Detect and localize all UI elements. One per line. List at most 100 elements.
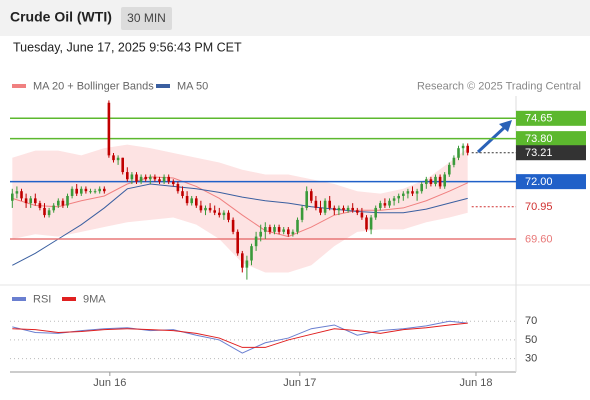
candle-body xyxy=(264,227,267,232)
legend-swatch xyxy=(12,297,26,301)
candle-body xyxy=(185,195,189,204)
candle-body xyxy=(300,207,304,220)
timestamp: Tuesday, June 17, 2025 9:56:43 PM CET xyxy=(13,40,242,54)
candle-body xyxy=(11,193,14,201)
forecast-arrow-head xyxy=(499,120,512,132)
y-tick-label: 50 xyxy=(525,334,537,346)
level-box xyxy=(516,110,586,126)
ma-line xyxy=(12,183,468,266)
candle-body xyxy=(144,176,147,180)
candle-body xyxy=(57,200,60,206)
legend-label: MA 20 + Bollinger Bands xyxy=(33,80,154,92)
candle-body xyxy=(305,191,308,208)
candle-body xyxy=(153,176,157,180)
candle-body xyxy=(411,191,414,194)
candle-body xyxy=(162,176,166,182)
candle-body xyxy=(448,164,451,175)
candle-body xyxy=(167,176,170,182)
ma-line xyxy=(12,176,468,238)
candle-body xyxy=(107,102,111,156)
candle-body xyxy=(70,188,74,196)
indicator-line xyxy=(12,320,468,354)
level-label: 69.60 xyxy=(525,233,553,245)
candle-body xyxy=(291,231,295,235)
level-label: 70.95 xyxy=(525,201,553,213)
level-label: 74.65 xyxy=(525,113,553,125)
candle-body xyxy=(328,200,331,208)
candle-body xyxy=(415,191,419,194)
source-note: Research © 2025 Trading Central xyxy=(417,80,581,92)
candle-body xyxy=(342,207,345,211)
candle-body xyxy=(443,174,446,187)
candle-body xyxy=(231,219,235,232)
candle-body xyxy=(365,217,368,230)
candle-body xyxy=(116,157,120,161)
candle-body xyxy=(139,176,143,182)
candle-body xyxy=(112,155,115,161)
candle-body xyxy=(61,200,65,206)
x-tick-label: Jun 16 xyxy=(93,377,126,389)
candle-body xyxy=(250,246,253,261)
level-box xyxy=(516,145,586,161)
candle-body xyxy=(351,207,354,211)
candle-body xyxy=(208,207,212,211)
candle-body xyxy=(369,217,373,230)
y-tick-label: 70 xyxy=(525,315,537,327)
candle-body xyxy=(406,191,410,194)
candle-body xyxy=(89,191,92,193)
candle-body xyxy=(29,198,32,204)
x-tick-label: Jun 18 xyxy=(459,377,492,389)
candle-body xyxy=(213,210,216,213)
y-tick-label: 30 xyxy=(525,353,537,365)
candle-body xyxy=(98,188,101,192)
candle-body xyxy=(135,174,138,182)
candle-body xyxy=(452,157,456,165)
candle-body xyxy=(310,191,313,201)
candle-body xyxy=(379,203,382,208)
candle-body xyxy=(158,179,161,182)
level-label: 73.21 xyxy=(525,147,553,159)
candle-body xyxy=(434,176,437,185)
candle-body xyxy=(15,191,19,194)
x-tick-label: Jun 17 xyxy=(283,377,316,389)
candle-body xyxy=(287,229,290,235)
candle-body xyxy=(429,179,433,185)
candle-body xyxy=(66,195,69,206)
candle-body xyxy=(273,227,276,232)
candle-body xyxy=(388,200,391,206)
candle-body xyxy=(314,200,318,208)
candle-body xyxy=(43,207,46,216)
candle-body xyxy=(20,191,23,199)
timeframe-box xyxy=(121,7,172,30)
candle-body xyxy=(268,227,272,232)
legend-label: RSI xyxy=(33,293,51,305)
candle-body xyxy=(103,188,106,192)
level-label: 73.80 xyxy=(525,133,553,145)
candle-body xyxy=(383,203,387,206)
level-box xyxy=(516,174,586,190)
candle-body xyxy=(52,205,55,211)
candle-body xyxy=(397,195,400,199)
candle-body xyxy=(199,205,203,211)
candle-body xyxy=(241,253,244,268)
candle-body xyxy=(149,176,152,180)
candle-body xyxy=(245,260,249,268)
legend-label: MA 50 xyxy=(177,80,208,92)
candle-body xyxy=(254,236,258,247)
candle-body xyxy=(227,212,230,220)
level-box xyxy=(516,131,586,147)
legend-swatch xyxy=(12,84,26,88)
candle-body xyxy=(222,212,226,216)
candle-body xyxy=(75,188,78,194)
candle-body xyxy=(282,229,285,232)
candle-body xyxy=(333,207,336,211)
candle-body xyxy=(195,198,198,206)
candle-body xyxy=(438,176,442,187)
candle-body xyxy=(47,210,51,216)
candle-body xyxy=(425,179,428,185)
candle-body xyxy=(181,191,184,196)
candle-body xyxy=(204,207,207,211)
candle-body xyxy=(218,212,221,216)
candle-body xyxy=(126,172,129,180)
candle-body xyxy=(319,207,322,213)
